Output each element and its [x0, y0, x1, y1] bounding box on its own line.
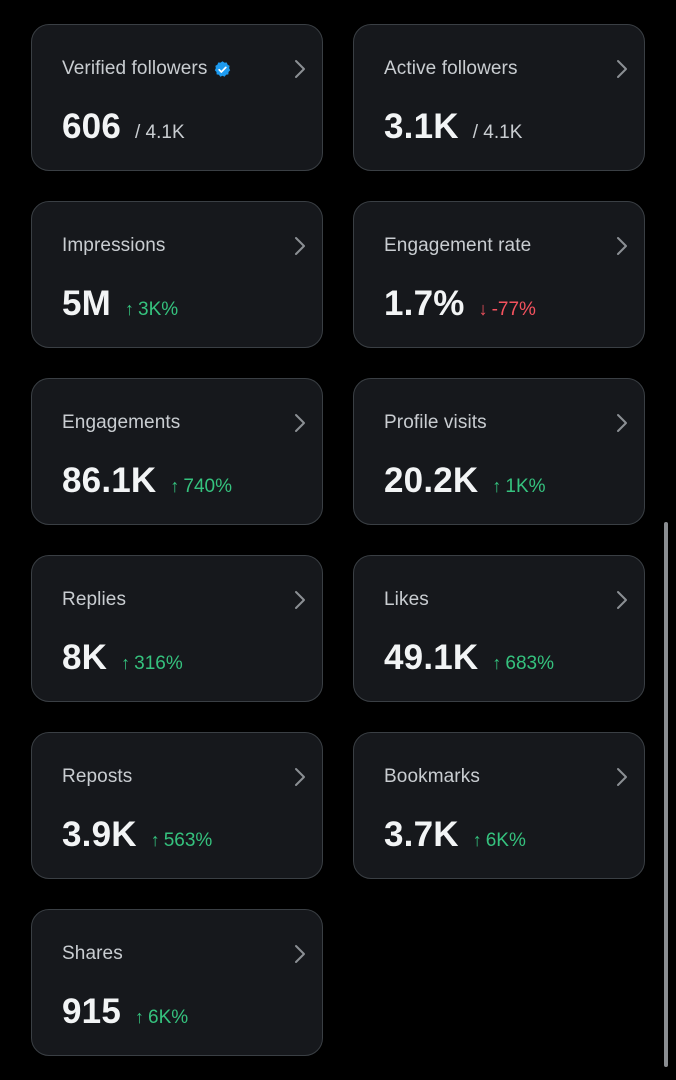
down-arrow-icon: ↓ [478, 299, 488, 319]
card-header: Profile visits [384, 412, 487, 434]
chevron-right-icon [295, 945, 305, 963]
card-engagements[interactable]: Engagements 86.1K ↑ 740% [31, 378, 323, 525]
chevron-right-icon [617, 237, 627, 255]
card-label: Engagements [62, 412, 181, 433]
card-total: / 4.1K [135, 122, 185, 143]
card-value: 5M [62, 284, 112, 323]
up-arrow-icon: ↑ [135, 1007, 144, 1027]
card-value: 3.1K [384, 107, 459, 146]
up-arrow-icon: ↑ [121, 653, 131, 673]
change-value: 683% [505, 653, 555, 674]
card-bookmarks[interactable]: Bookmarks 3.7K ↑ 6K% [353, 732, 645, 879]
card-reposts[interactable]: Reposts 3.9K ↑ 563% [31, 732, 323, 879]
change-value: 6K% [485, 830, 526, 851]
card-label: Shares [62, 943, 123, 964]
card-label: Reposts [62, 766, 133, 787]
change-indicator: ↑ 316% [121, 653, 183, 675]
change-indicator: ↑ 3K% [125, 299, 178, 321]
card-value: 606 [62, 107, 121, 146]
chevron-right-icon [295, 768, 305, 786]
card-value: 915 [62, 992, 121, 1031]
chevron-right-icon [295, 60, 305, 78]
card-value: 3.9K [62, 815, 137, 854]
card-header: Likes [384, 589, 429, 611]
card-label: Profile visits [384, 412, 487, 433]
up-arrow-icon: ↑ [492, 476, 502, 496]
up-arrow-icon: ↑ [150, 830, 160, 850]
card-label: Active followers [384, 58, 518, 79]
card-value-row: 5M ↑ 3K% [62, 284, 178, 324]
card-header: Active followers [384, 58, 518, 80]
card-value: 20.2K [384, 461, 479, 500]
chevron-right-icon [617, 768, 627, 786]
card-profile-visits[interactable]: Profile visits 20.2K ↑ 1K% [353, 378, 645, 525]
chevron-right-icon [617, 591, 627, 609]
card-value-row: 86.1K ↑ 740% [62, 461, 232, 501]
chevron-right-icon [295, 237, 305, 255]
card-likes[interactable]: Likes 49.1K ↑ 683% [353, 555, 645, 702]
card-verified-followers[interactable]: Verified followers 606 / 4.1K [31, 24, 323, 171]
chevron-right-icon [617, 60, 627, 78]
card-active-followers[interactable]: Active followers 3.1K / 4.1K [353, 24, 645, 171]
analytics-card-grid: Verified followers 606 / 4.1K Active fol… [31, 24, 645, 1056]
card-value: 49.1K [384, 638, 479, 677]
scrollbar[interactable] [664, 522, 668, 1067]
change-indicator: ↑ 563% [151, 830, 213, 852]
card-value-row: 915 ↑ 6K% [62, 992, 188, 1032]
card-value-row: 49.1K ↑ 683% [384, 638, 554, 678]
change-indicator: ↑ 1K% [492, 476, 545, 498]
card-total: / 4.1K [472, 122, 523, 143]
up-arrow-icon: ↑ [125, 299, 135, 319]
change-value: 740% [183, 476, 233, 497]
card-value: 86.1K [62, 461, 157, 500]
up-arrow-icon: ↑ [492, 653, 502, 673]
change-indicator: ↓ -77% [479, 299, 536, 321]
card-shares[interactable]: Shares 915 ↑ 6K% [31, 909, 323, 1056]
card-header: Engagements [62, 412, 180, 434]
card-header: Shares [62, 943, 123, 965]
card-header: Replies [62, 589, 126, 611]
card-label: Bookmarks [384, 766, 480, 787]
chevron-right-icon [295, 414, 305, 432]
card-header: Bookmarks [384, 766, 480, 788]
change-indicator: ↑ 740% [170, 476, 232, 498]
card-value-row: 3.7K ↑ 6K% [384, 815, 526, 855]
change-value: 3K% [138, 299, 179, 320]
card-value-row: 3.1K / 4.1K [384, 107, 522, 147]
change-value: 316% [134, 653, 183, 674]
up-arrow-icon: ↑ [472, 830, 482, 850]
card-header: Impressions [62, 235, 166, 257]
change-value: -77% [491, 299, 536, 320]
card-engagement-rate[interactable]: Engagement rate 1.7% ↓ -77% [353, 201, 645, 348]
verified-badge-icon [215, 60, 231, 77]
card-value-row: 3.9K ↑ 563% [62, 815, 212, 855]
up-arrow-icon: ↑ [170, 476, 180, 496]
card-value-row: 606 / 4.1K [62, 107, 185, 147]
card-value-row: 20.2K ↑ 1K% [384, 461, 546, 501]
chevron-right-icon [295, 591, 305, 609]
card-value: 8K [62, 638, 108, 677]
card-header: Engagement rate [384, 235, 531, 257]
change-indicator: ↑ 683% [492, 653, 554, 675]
card-label: Replies [62, 589, 127, 610]
change-value: 563% [163, 830, 213, 851]
card-label: Likes [384, 589, 429, 610]
card-value: 3.7K [384, 815, 459, 854]
change-value: 6K% [148, 1007, 189, 1028]
change-indicator: ↑ 6K% [473, 830, 526, 852]
card-header: Verified followers [62, 58, 232, 80]
change-value: 1K% [505, 476, 546, 497]
card-label: Impressions [62, 235, 166, 256]
card-impressions[interactable]: Impressions 5M ↑ 3K% [31, 201, 323, 348]
card-header: Reposts [62, 766, 132, 788]
card-label: Engagement rate [384, 235, 532, 256]
card-replies[interactable]: Replies 8K ↑ 316% [31, 555, 323, 702]
card-label: Verified followers [62, 58, 208, 79]
change-indicator: ↑ 6K% [135, 1007, 188, 1029]
chevron-right-icon [617, 414, 627, 432]
card-value-row: 8K ↑ 316% [62, 638, 183, 678]
card-value: 1.7% [384, 284, 465, 323]
card-value-row: 1.7% ↓ -77% [384, 284, 536, 324]
